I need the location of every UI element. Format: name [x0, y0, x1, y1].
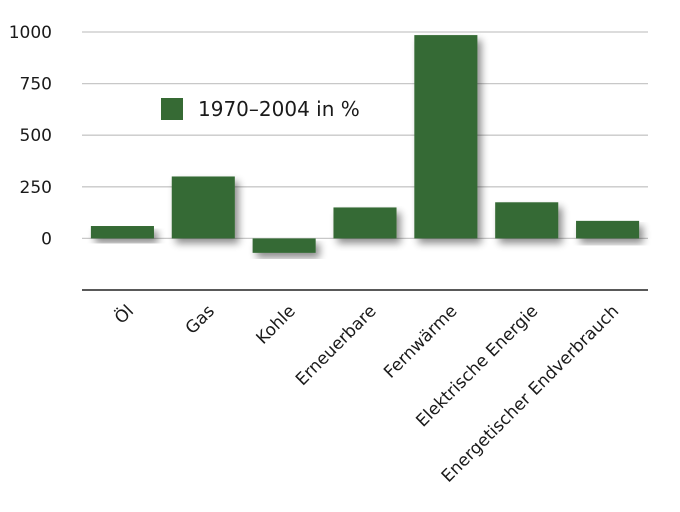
y-tick-label: 0	[41, 229, 52, 249]
legend-swatch	[161, 98, 183, 120]
y-tick-label: 750	[20, 75, 52, 95]
y-axis-ticks: 0 250 500 750 1000	[9, 23, 52, 249]
bar-fernwärme	[414, 35, 478, 239]
x-tick-label: Gas	[182, 301, 219, 338]
legend-label: 1970–2004 in %	[198, 97, 360, 121]
bar-gas	[171, 176, 235, 239]
bar-energetischer-endverbrauch	[576, 220, 640, 239]
y-tick-label: 500	[20, 126, 52, 146]
x-tick-label: Energetischer Endverbrauch	[438, 301, 623, 486]
x-tick-label: Erneuerbare	[292, 301, 381, 390]
y-tick-label: 250	[20, 178, 52, 198]
bar-erneuerbare	[333, 207, 397, 239]
legend: 1970–2004 in %	[161, 97, 360, 121]
bar-kohle	[252, 238, 316, 253]
bar-öl	[90, 226, 154, 239]
bars	[90, 35, 640, 253]
x-tick-label: Öl	[110, 300, 138, 328]
bar-elektrische-energie	[495, 202, 559, 239]
y-tick-label: 1000	[9, 23, 52, 43]
x-tick-label: Kohle	[253, 301, 300, 348]
x-tick-label: Fernwärme	[380, 301, 461, 382]
